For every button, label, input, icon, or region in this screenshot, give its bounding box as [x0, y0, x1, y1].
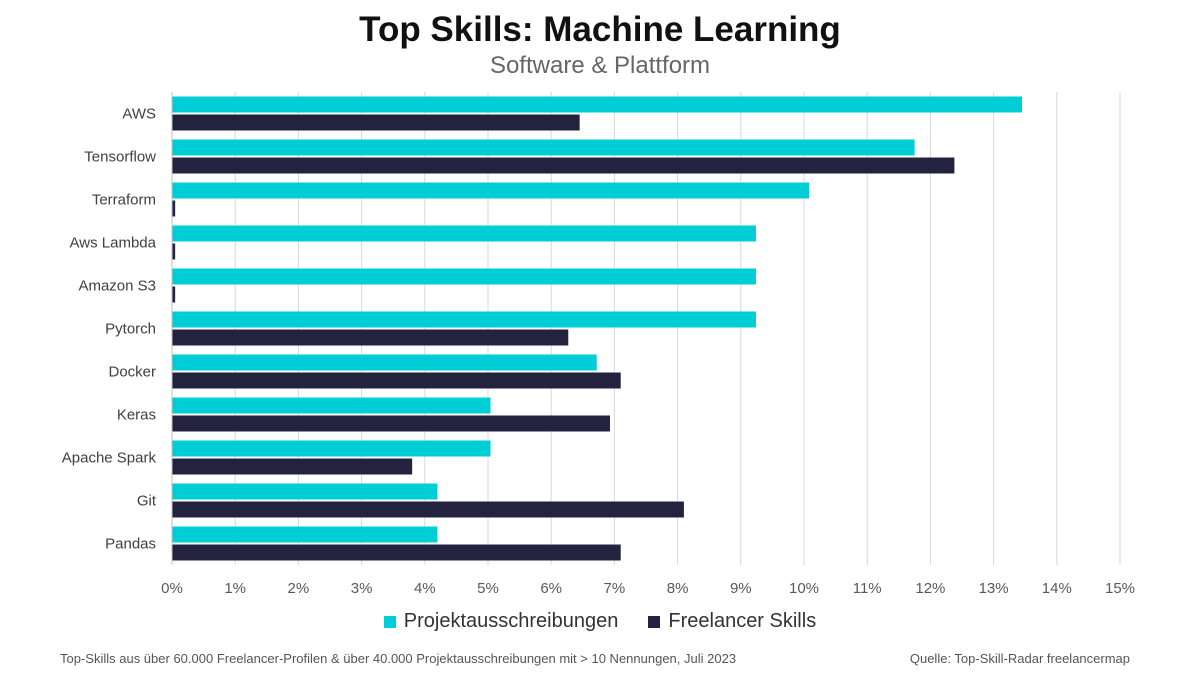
x-tick-label: 0%: [161, 580, 183, 597]
y-category-label: Keras: [117, 407, 156, 424]
y-category-label: Aws Lambda: [70, 235, 157, 252]
bar-freelancer-apache-spark: [172, 458, 413, 475]
x-tick-label: 7%: [604, 580, 626, 597]
bar-freelancer-amazon-s3: [172, 286, 176, 303]
legend-label-freelancer-skills: Freelancer Skills: [668, 610, 817, 632]
bar-projekt-amazon-s3: [172, 268, 756, 285]
legend-swatch-projektausschreibungen: [383, 615, 396, 628]
y-category-label: Terraform: [92, 192, 156, 209]
bar-projekt-aws-lambda: [172, 225, 756, 242]
bar-freelancer-terraform: [172, 200, 176, 217]
bar-freelancer-pytorch: [172, 329, 569, 346]
x-tick-label: 12%: [915, 580, 945, 597]
y-category-label: Pytorch: [105, 321, 156, 338]
axes: 0% 1% 2% 3% 4% 5% 6% 7% 8% 9% 10% 11% 12% 13% 14% 15% AW…: [62, 92, 1135, 597]
bar-projekt-keras: [172, 397, 491, 414]
y-category-label: Docker: [108, 364, 156, 381]
legend-item-freelancer-skills: Freelancer Skills: [648, 610, 816, 633]
x-tick-label: 1%: [224, 580, 246, 597]
chart-title: Top Skills: Machine Learning: [359, 10, 841, 49]
chart-subtitle: Software & Plattform: [489, 52, 711, 79]
y-category-label: AWS: [122, 106, 156, 123]
bar-projekt-pytorch: [172, 311, 756, 328]
footnote: Top-Skills aus über 60.000 Freelancer-Pr…: [60, 651, 737, 666]
x-tick-label: 9%: [730, 580, 752, 597]
bars: [172, 96, 1023, 561]
legend-item-projektausschreibungen: Projektausschreibungen: [383, 610, 619, 633]
y-category-label: Git: [137, 493, 157, 510]
bar-projekt-terraform: [172, 182, 810, 199]
legend-label-projektausschreibungen: Projektausschreibungen: [403, 610, 619, 632]
bar-freelancer-aws: [172, 114, 580, 131]
x-tick-label: 15%: [1105, 580, 1135, 597]
x-tick-label: 5%: [477, 580, 499, 597]
bar-freelancer-aws-lambda: [172, 243, 176, 260]
legend-swatch-freelancer-skills: [648, 615, 661, 628]
x-tick-label: 4%: [414, 580, 436, 597]
x-tick-label: 11%: [853, 580, 882, 597]
bar-freelancer-git: [172, 501, 684, 518]
bar-projekt-docker: [172, 354, 597, 371]
x-tick-label: 2%: [288, 580, 310, 597]
legend: Projektausschreibungen Freelancer Skills: [0, 610, 1200, 633]
y-category-label: Apache Spark: [62, 450, 157, 467]
bar-projekt-aws: [172, 96, 1023, 113]
x-tick-label: 10%: [789, 580, 819, 597]
bar-freelancer-docker: [172, 372, 621, 389]
bar-projekt-git: [172, 483, 438, 500]
x-tick-label: 14%: [1042, 580, 1072, 597]
bar-freelancer-keras: [172, 415, 610, 432]
y-category-label: Amazon S3: [78, 278, 156, 295]
bar-projekt-pandas: [172, 526, 438, 543]
bar-projekt-apache-spark: [172, 440, 491, 457]
x-tick-label: 13%: [979, 580, 1009, 597]
x-tick-label: 6%: [540, 580, 562, 597]
y-category-label: Tensorflow: [84, 149, 156, 166]
y-category-label: Pandas: [105, 536, 156, 553]
bar-freelancer-tensorflow: [172, 157, 955, 174]
bar-freelancer-pandas: [172, 544, 621, 561]
bar-projekt-tensorflow: [172, 139, 915, 156]
x-tick-label: 3%: [351, 580, 373, 597]
source-note: Quelle: Top-Skill-Radar freelancermap: [909, 651, 1130, 666]
x-tick-label: 8%: [667, 580, 689, 597]
